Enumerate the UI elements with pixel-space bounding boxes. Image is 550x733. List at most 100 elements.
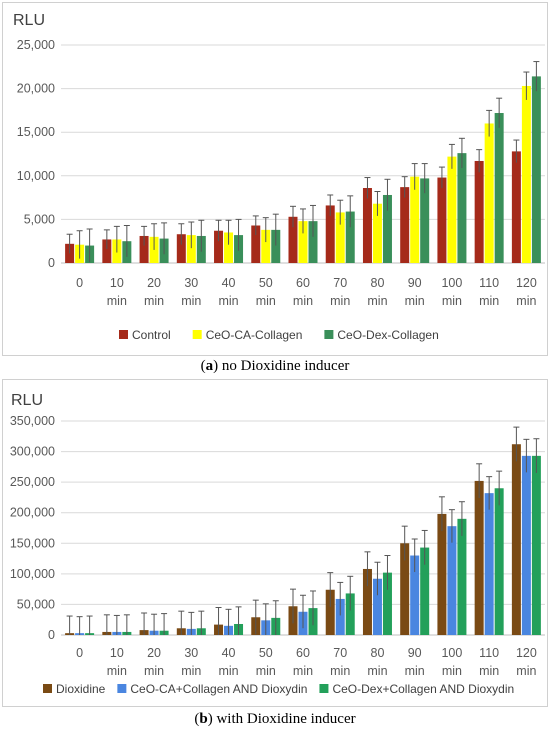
bar: [176, 234, 186, 263]
y-tick-label: 150,000: [10, 536, 55, 550]
y-tick-label: 5,000: [24, 212, 55, 226]
bar: [484, 493, 494, 635]
bar: [298, 221, 308, 263]
bar: [474, 160, 484, 263]
y-tick-label: 20,000: [17, 82, 55, 96]
x-tick-label: 20: [147, 646, 161, 660]
x-tick-label: 10: [110, 276, 124, 290]
bar: [288, 216, 298, 263]
bar: [437, 513, 447, 635]
x-tick-label: 110: [479, 646, 499, 660]
caption-a: (a) no Dioxidine inducer: [200, 358, 350, 374]
bar: [251, 225, 261, 263]
bar: [531, 455, 541, 635]
x-tick-unit: min: [479, 294, 499, 308]
x-tick-unit: min: [107, 294, 127, 308]
bar: [362, 568, 372, 635]
y-tick-label: 0: [48, 256, 55, 270]
x-tick-label: 100: [441, 276, 462, 290]
legend-label: Control: [132, 328, 171, 342]
x-tick-unit: min: [516, 294, 536, 308]
legend-swatch: [192, 330, 202, 339]
bar: [382, 572, 392, 635]
x-tick-label: 30: [184, 276, 198, 290]
bar: [474, 480, 484, 635]
bar: [457, 518, 467, 635]
x-tick-label: 0: [76, 646, 83, 660]
x-tick-label: 20: [147, 276, 161, 290]
bar: [494, 488, 504, 635]
x-tick-label: 120: [516, 646, 537, 660]
x-tick-label: 0: [76, 276, 83, 290]
y-tick-label: 200,000: [10, 506, 55, 520]
x-tick-label: 70: [333, 276, 347, 290]
bar: [345, 211, 355, 263]
x-tick-label: 30: [184, 646, 198, 660]
bar: [447, 526, 457, 635]
y-tick-label: 250,000: [10, 475, 55, 489]
bar: [224, 232, 234, 263]
x-tick-label: 40: [222, 276, 236, 290]
y-tick-label: 25,000: [17, 38, 55, 52]
bar: [410, 555, 420, 635]
x-tick-unit: min: [181, 664, 201, 678]
x-tick-label: 90: [408, 276, 422, 290]
y-tick-label: 0: [48, 628, 55, 642]
caption-b-text: with Dioxidine inducer: [216, 711, 356, 727]
legend-swatch: [43, 684, 52, 693]
x-tick-unit: min: [405, 664, 425, 678]
x-tick-label: 10: [110, 646, 124, 660]
x-tick-label: 80: [371, 646, 385, 660]
bar: [484, 123, 494, 263]
x-tick-label: 100: [441, 646, 462, 660]
x-tick-unit: min: [442, 294, 462, 308]
chart-b-svg: RLU 0 50,000 100,000 150,000 200,000 250,000 30…: [10, 392, 545, 696]
x-tick-unit: min: [479, 664, 499, 678]
bar: [494, 113, 504, 264]
x-tick-unit: min: [107, 664, 127, 678]
bar: [186, 235, 196, 263]
bar: [531, 76, 541, 263]
y-tick-label: 350,000: [10, 414, 55, 428]
bar: [410, 176, 420, 263]
legend-swatch: [119, 330, 128, 339]
legend-label: CeO-CA+Collagen AND Dioxydin: [130, 682, 307, 696]
x-tick-label: 80: [371, 276, 385, 290]
x-tick-label: 70: [333, 646, 347, 660]
bar: [372, 578, 382, 635]
bar: [335, 598, 345, 635]
bar: [345, 593, 355, 635]
caption-a-label: a: [205, 358, 214, 374]
x-tick-label: 40: [222, 646, 236, 660]
x-tick-label: 50: [259, 276, 273, 290]
x-tick-unit: min: [218, 664, 238, 678]
bar: [139, 235, 149, 263]
x-tick-unit: min: [405, 294, 425, 308]
bar: [308, 221, 318, 263]
bar: [420, 547, 430, 635]
bar: [325, 589, 335, 635]
x-tick-unit: min: [181, 294, 201, 308]
caption-a-text: no Dioxidine inducer: [221, 358, 350, 374]
x-tick-unit: min: [144, 664, 164, 678]
bar: [400, 543, 410, 635]
y-tick-label: 10,000: [17, 169, 55, 183]
x-tick-unit: min: [442, 664, 462, 678]
chart-a-svg: RLU 0 5,000 10,000 15,000 20,000 25,000 0 10 min 2…: [13, 12, 545, 342]
legend-swatch: [319, 684, 329, 693]
bar: [382, 194, 392, 263]
bar: [362, 188, 372, 263]
x-tick-unit: min: [218, 294, 238, 308]
x-tick-unit: min: [293, 664, 313, 678]
x-tick-unit: min: [516, 664, 536, 678]
bar: [261, 229, 271, 263]
x-tick-unit: min: [144, 294, 164, 308]
bar: [271, 229, 281, 263]
x-tick-unit: min: [256, 294, 276, 308]
legend-label: CeO-CA-Collagen: [206, 328, 303, 342]
x-tick-unit: min: [367, 664, 387, 678]
bar: [457, 153, 467, 263]
bar: [420, 178, 430, 263]
x-tick-unit: min: [293, 294, 313, 308]
bar: [521, 455, 531, 635]
